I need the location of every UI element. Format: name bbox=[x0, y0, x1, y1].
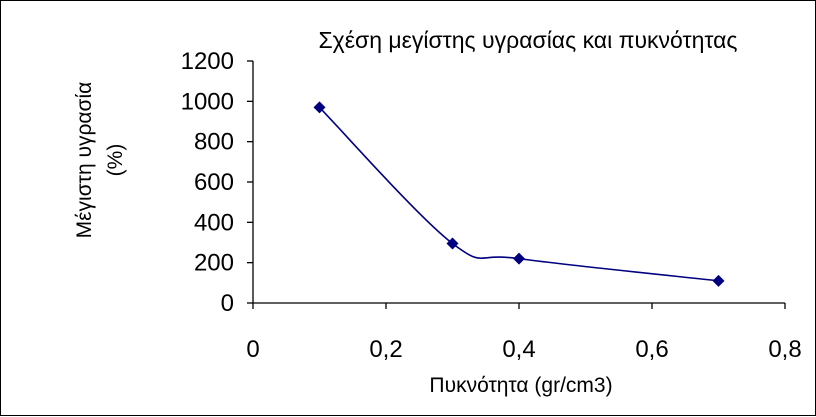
tick-labels: 0 200 400 600 800 1000 1200 0 0,2 0,4 0,6 0,8 bbox=[181, 48, 802, 363]
y-axis-label: Μέγιστη υγρασία (%) bbox=[73, 82, 127, 239]
x-tick-label: 0,4 bbox=[502, 336, 535, 363]
y-tick-label: 200 bbox=[194, 250, 234, 277]
plot-area bbox=[314, 101, 725, 286]
y-tick-label: 600 bbox=[194, 169, 234, 196]
x-tick-label: 0,6 bbox=[635, 336, 668, 363]
x-axis-label: Πυκνότητα (gr/cm3) bbox=[429, 374, 612, 397]
axes bbox=[247, 61, 785, 309]
y-tick-label: 400 bbox=[194, 209, 234, 236]
x-tick-label: 0,2 bbox=[369, 336, 402, 363]
data-point bbox=[513, 253, 525, 265]
x-tick-label: 0,8 bbox=[768, 336, 801, 363]
x-tick-label: 0 bbox=[246, 336, 259, 363]
y-tick-label: 1200 bbox=[181, 48, 234, 75]
y-tick-label: 1000 bbox=[181, 88, 234, 115]
y-axis-label-line2: (%) bbox=[104, 144, 127, 177]
y-axis-label-line1: Μέγιστη υγρασία bbox=[73, 82, 96, 239]
data-point bbox=[713, 275, 725, 287]
y-tick-label: 0 bbox=[221, 290, 234, 317]
y-tick-label: 800 bbox=[194, 129, 234, 156]
chart-title: Σχέση μεγίστης υγρασίας και πυκνότητας bbox=[318, 27, 737, 53]
